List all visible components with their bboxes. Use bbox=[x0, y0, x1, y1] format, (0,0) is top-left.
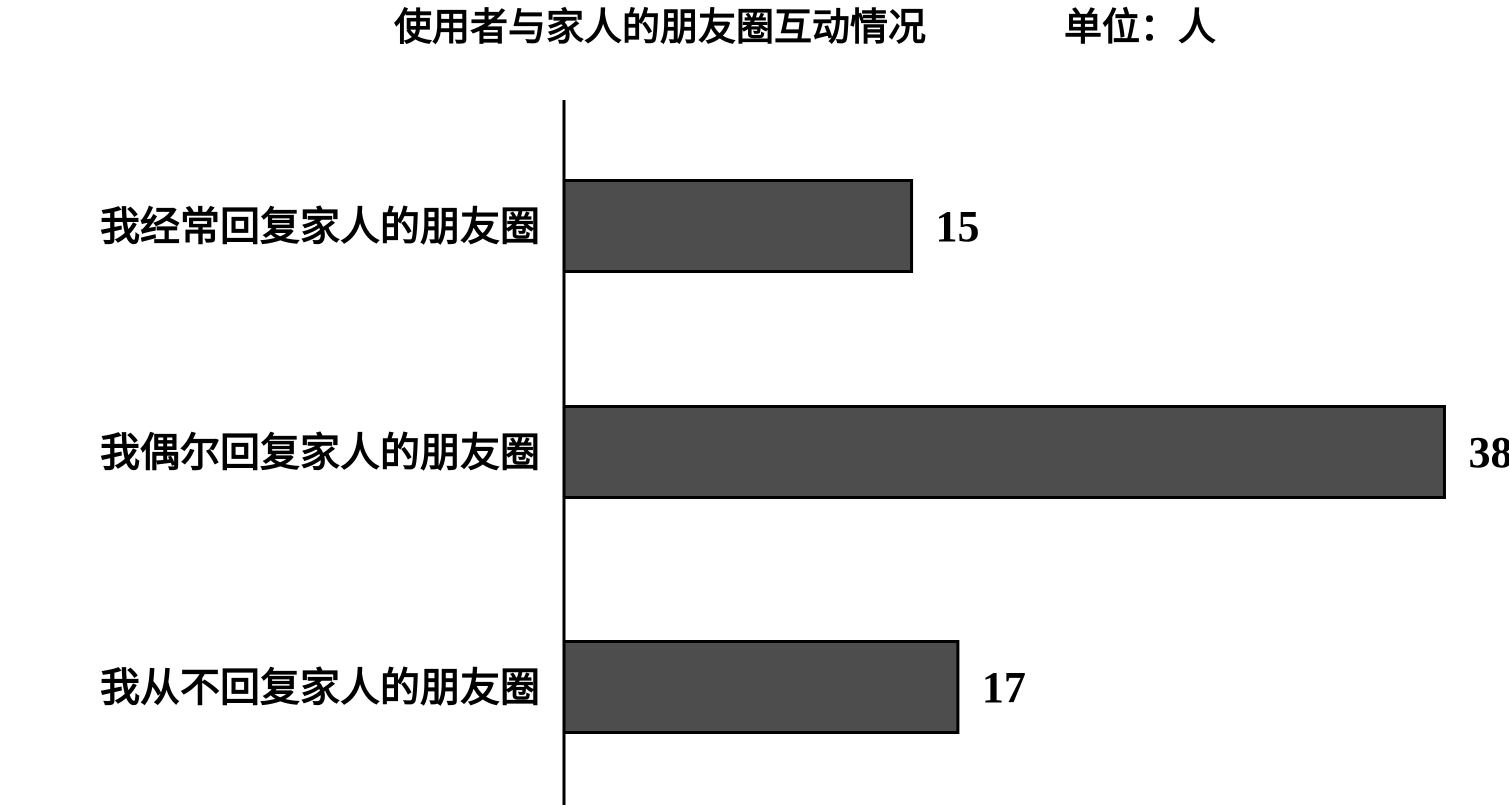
bars-group: 我经常回复家人的朋友圈 15 我偶尔回复家人的朋友圈 38 我从不回复家人的朋友圈 17 bbox=[100, 179, 1509, 734]
data-label-3: 17 bbox=[982, 663, 1026, 712]
bar-3 bbox=[562, 640, 960, 734]
bar-2 bbox=[562, 405, 1446, 499]
unit-label: 单位：人 bbox=[1064, 4, 1216, 49]
data-label-2: 38 bbox=[1468, 428, 1509, 477]
data-label-1: 15 bbox=[936, 202, 980, 251]
chart-title: 使用者与家人的朋友圈互动情况 bbox=[394, 4, 926, 49]
category-label-2: 我偶尔回复家人的朋友圈 bbox=[100, 429, 540, 476]
category-label-1: 我经常回复家人的朋友圈 bbox=[100, 203, 540, 250]
bar-1 bbox=[562, 179, 914, 273]
category-label-3: 我从不回复家人的朋友圈 bbox=[100, 664, 540, 711]
